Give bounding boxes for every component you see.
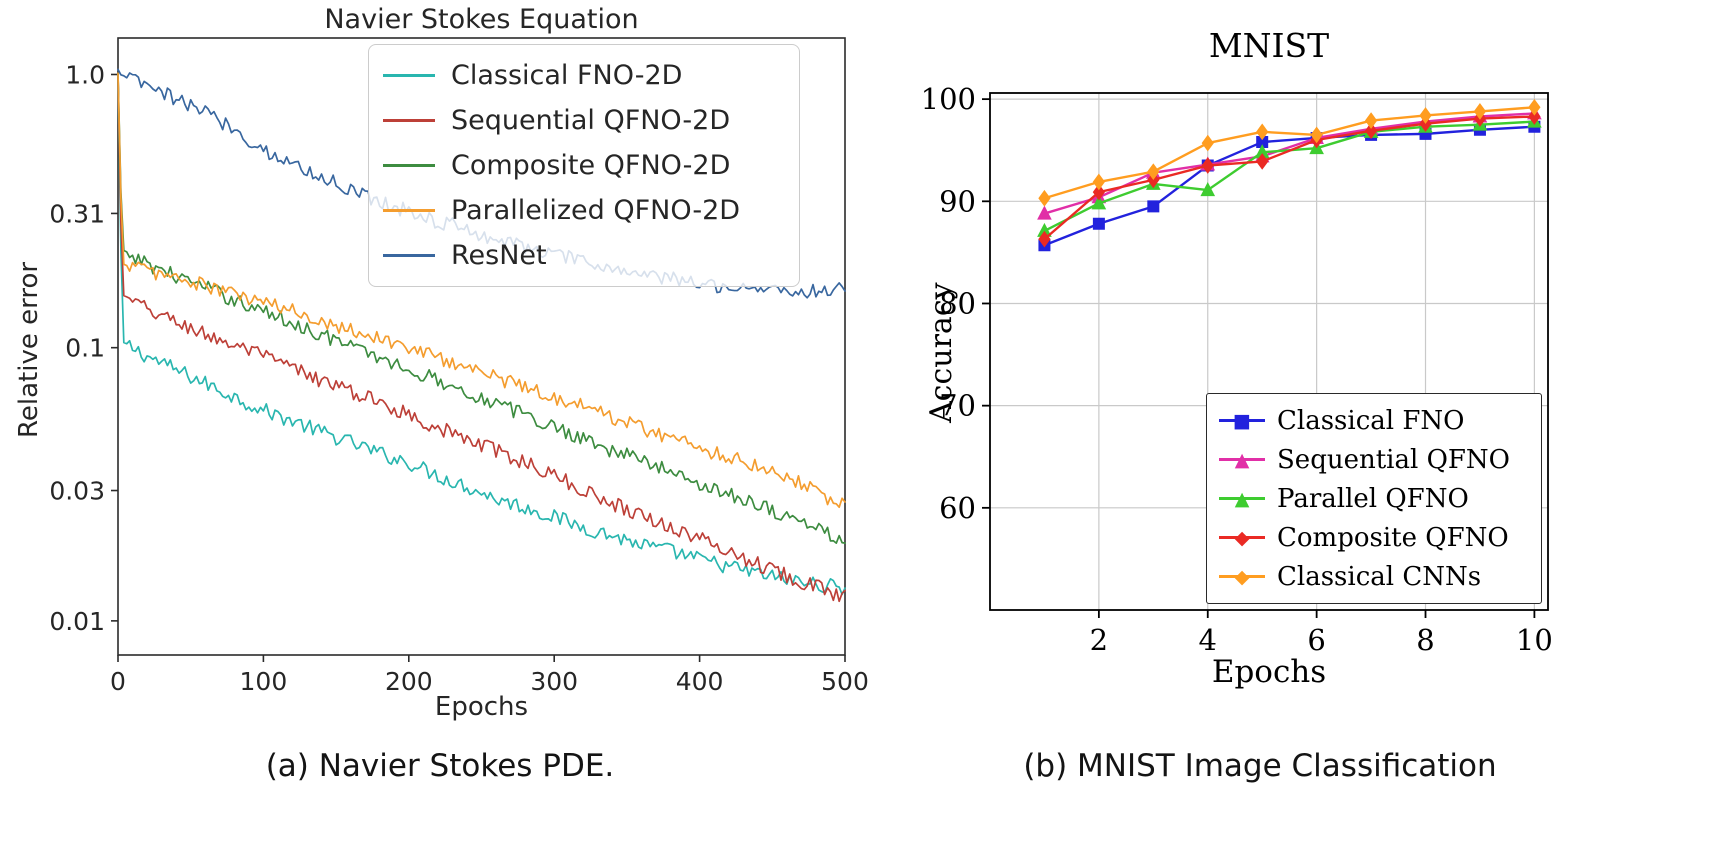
diamond-marker-icon bbox=[1092, 173, 1106, 191]
legend-entry-classical-fno: ■ Classical FNO bbox=[1219, 401, 1529, 440]
series-composite-qfno bbox=[1038, 108, 1541, 248]
legend-label: Parallel QFNO bbox=[1277, 483, 1469, 514]
diamond-marker-icon bbox=[1201, 157, 1214, 174]
legend-line-swatch bbox=[383, 119, 435, 122]
legend-label: Classical CNNs bbox=[1277, 561, 1482, 592]
left-y-tick-label: 0.03 bbox=[49, 477, 105, 506]
left-chart-title: Navier Stokes Equation bbox=[324, 4, 639, 35]
right-chart-title: MNIST bbox=[1208, 26, 1330, 65]
right-x-tick-label: 8 bbox=[1416, 623, 1434, 657]
legend-entry-resnet: ResNet bbox=[383, 233, 785, 278]
right-y-tick-label: 70 bbox=[939, 389, 976, 423]
diamond-marker-icon bbox=[1092, 183, 1106, 201]
right-y-axis-label: Accuracy bbox=[924, 282, 959, 424]
diamond-marker-icon bbox=[1473, 103, 1487, 120]
left-x-axis-label: Epochs bbox=[434, 692, 529, 722]
diamond-marker-icon bbox=[1201, 134, 1214, 152]
diamond-marker-icon bbox=[1364, 112, 1378, 129]
diamond-marker-icon bbox=[1147, 163, 1160, 181]
left-legend: Classical FNO-2D Sequential QFNO-2D Comp… bbox=[368, 44, 800, 287]
diamond-marker-icon bbox=[1038, 230, 1051, 248]
triangle-marker-icon bbox=[1200, 181, 1216, 197]
right-y-tick-label: 90 bbox=[939, 184, 976, 218]
square-marker-icon bbox=[1092, 217, 1105, 230]
right-y-tick-label: 60 bbox=[939, 491, 976, 525]
right-y-tick-label: 100 bbox=[921, 82, 976, 116]
series-line-classical-fno-2d bbox=[117, 73, 846, 596]
left-y-tick-label: 1.0 bbox=[65, 60, 105, 89]
legend-entry-sequential-qfno: ▲ Sequential QFNO bbox=[1219, 440, 1529, 479]
left-x-tick-label: 100 bbox=[240, 667, 288, 696]
legend-line-swatch: ▲ bbox=[1219, 488, 1265, 510]
legend-entry-sequential-qfno-2d: Sequential QFNO-2D bbox=[383, 98, 785, 143]
legend-label: Classical FNO bbox=[1277, 405, 1465, 436]
legend-line-swatch bbox=[383, 254, 435, 257]
triangle-marker-icon bbox=[1037, 205, 1052, 220]
right-x-tick-label: 4 bbox=[1199, 623, 1217, 657]
left-x-tick-label: 200 bbox=[385, 667, 433, 696]
legend-label: Composite QFNO bbox=[1277, 522, 1509, 553]
square-marker-icon bbox=[1147, 200, 1160, 213]
diamond-marker-icon bbox=[1256, 123, 1269, 141]
legend-line-swatch bbox=[383, 164, 435, 167]
diamond-marker-icon: ◆ bbox=[1234, 565, 1250, 588]
legend-line-swatch bbox=[383, 74, 435, 77]
legend-line-swatch: ▲ bbox=[1219, 449, 1265, 471]
legend-label: ResNet bbox=[451, 240, 547, 271]
left-y-tick-label: 0.31 bbox=[49, 199, 105, 228]
diamond-marker-icon bbox=[1310, 126, 1323, 144]
left-x-tick-label: 500 bbox=[821, 667, 869, 696]
right-x-tick-label: 6 bbox=[1307, 623, 1325, 657]
diamond-marker-icon bbox=[1528, 98, 1541, 116]
diamond-marker-icon bbox=[1364, 122, 1378, 140]
diamond-marker-icon bbox=[1038, 189, 1051, 207]
series-line-parallelized-qfno-2d bbox=[117, 72, 846, 509]
legend-entry-classical-cnns: ◆ Classical CNNs bbox=[1219, 557, 1529, 596]
left-x-tick-label: 400 bbox=[676, 667, 724, 696]
diamond-marker-icon bbox=[1419, 107, 1432, 124]
legend-label: Classical FNO-2D bbox=[451, 60, 683, 91]
left-axes: 1.0 0.31 0.1 0.03 0.01 0 100 200 300 400 500 bbox=[49, 37, 869, 696]
legend-line-swatch: ◆ bbox=[1219, 566, 1265, 588]
triangle-marker-icon bbox=[1091, 195, 1107, 210]
triangle-marker-icon: ▲ bbox=[1234, 448, 1250, 471]
left-y-axis-label: Relative error bbox=[14, 261, 44, 439]
right-y-tick-label: 80 bbox=[939, 286, 976, 320]
diamond-marker-icon: ◆ bbox=[1234, 526, 1250, 549]
series-classical-cnns bbox=[1038, 98, 1541, 207]
legend-entry-parallelized-qfno-2d: Parallelized QFNO-2D bbox=[383, 188, 785, 233]
legend-label: Sequential QFNO bbox=[1277, 444, 1510, 475]
legend-entry-classical-fno-2d: Classical FNO-2D bbox=[383, 53, 785, 98]
left-x-tick-label: 300 bbox=[530, 667, 578, 696]
right-axes: 60 70 80 90 100 2 4 6 8 10 bbox=[921, 82, 1553, 657]
right-x-tick-label: 2 bbox=[1090, 623, 1108, 657]
legend-line-swatch: ◆ bbox=[1219, 527, 1265, 549]
legend-label: Parallelized QFNO-2D bbox=[451, 195, 741, 226]
legend-label: Sequential QFNO-2D bbox=[451, 105, 731, 136]
right-legend: ■ Classical FNO ▲ Sequential QFNO ▲ Para… bbox=[1206, 393, 1542, 604]
legend-entry-parallel-qfno: ▲ Parallel QFNO bbox=[1219, 479, 1529, 518]
square-marker-icon: ■ bbox=[1233, 409, 1251, 432]
series-line-sequential-qfno-2d bbox=[117, 72, 846, 603]
right-x-tick-label: 10 bbox=[1516, 623, 1553, 657]
left-y-tick-label: 0.1 bbox=[65, 334, 105, 363]
left-y-tick-label: 0.01 bbox=[49, 607, 105, 636]
left-x-tick-label: 0 bbox=[110, 667, 126, 696]
legend-entry-composite-qfno-2d: Composite QFNO-2D bbox=[383, 143, 785, 188]
diamond-marker-icon bbox=[1256, 153, 1269, 170]
series-classical-fno bbox=[1038, 120, 1541, 252]
series-sequential-qfno bbox=[1037, 105, 1542, 220]
legend-label: Composite QFNO-2D bbox=[451, 150, 731, 181]
triangle-marker-icon: ▲ bbox=[1234, 487, 1250, 510]
right-x-axis-label: Epochs bbox=[1211, 654, 1327, 690]
caption-b: (b) MNIST Image Classification bbox=[1023, 748, 1497, 784]
legend-line-swatch bbox=[383, 209, 435, 212]
legend-entry-composite-qfno: ◆ Composite QFNO bbox=[1219, 518, 1529, 557]
legend-line-swatch: ■ bbox=[1219, 410, 1265, 432]
diamond-marker-icon bbox=[1528, 108, 1541, 125]
caption-a: (a) Navier Stokes PDE. bbox=[265, 748, 615, 784]
